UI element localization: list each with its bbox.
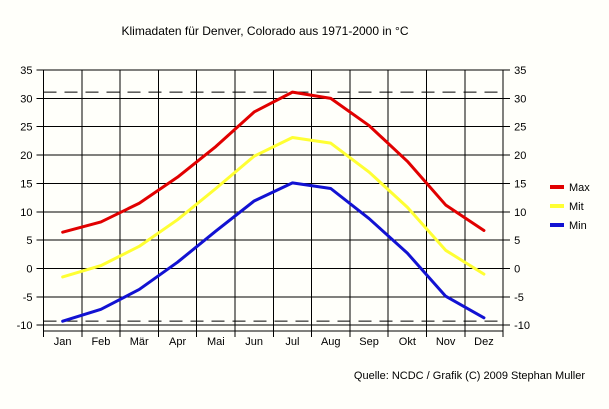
y-tick-label-right: 5: [514, 235, 520, 247]
month-label: Feb: [91, 336, 110, 348]
month-label: Aug: [321, 336, 341, 348]
month-label: Mai: [207, 336, 225, 348]
month-label: Jan: [54, 336, 72, 348]
y-tick-label-left: 15: [20, 178, 32, 190]
month-label: Jun: [245, 336, 263, 348]
y-tick-label-left: 5: [26, 235, 32, 247]
y-tick-label-right: 25: [514, 122, 526, 134]
y-tick-label-right: 20: [514, 150, 526, 162]
y-tick-label-right: 35: [514, 65, 526, 77]
y-tick-label-left: 30: [20, 93, 32, 105]
y-tick-label-right: -5: [514, 292, 524, 304]
month-label: Nov: [436, 336, 456, 348]
y-tick-label-left: 0: [26, 263, 32, 275]
source-caption: Quelle: NCDC / Grafik (C) 2009 Stephan M…: [353, 370, 585, 382]
y-tick-label-right: 15: [514, 178, 526, 190]
month-label: Okt: [399, 336, 416, 348]
month-label: Dez: [474, 336, 494, 348]
legend-label-max: Max: [569, 182, 590, 194]
month-label: Apr: [169, 336, 186, 348]
y-tick-label-left: 20: [20, 150, 32, 162]
y-tick-label-right: 10: [514, 207, 526, 219]
y-tick-label-left: 25: [20, 122, 32, 134]
series-line-max: [61, 90, 486, 234]
month-label: Sep: [359, 336, 379, 348]
series-line-min: [61, 181, 486, 323]
y-tick-label-right: -10: [514, 320, 530, 332]
series-line-mit: [61, 135, 486, 279]
y-tick-label-left: 35: [20, 65, 32, 77]
legend-label-min: Min: [569, 220, 587, 232]
legend: Max Mit Min: [550, 182, 590, 232]
chart-title: Klimadaten für Denver, Colorado aus 1971…: [121, 24, 409, 38]
y-tick-label-left: -10: [17, 320, 33, 332]
y-tick-label-right: 0: [514, 263, 520, 275]
y-tick-label-right: 30: [514, 93, 526, 105]
legend-label-mit: Mit: [569, 201, 584, 213]
y-tick-label-left: -5: [23, 292, 33, 304]
month-label: Mär: [130, 336, 149, 348]
gridlines: [36, 69, 511, 337]
y-tick-label-left: 10: [20, 207, 32, 219]
month-label: Jul: [285, 336, 299, 348]
